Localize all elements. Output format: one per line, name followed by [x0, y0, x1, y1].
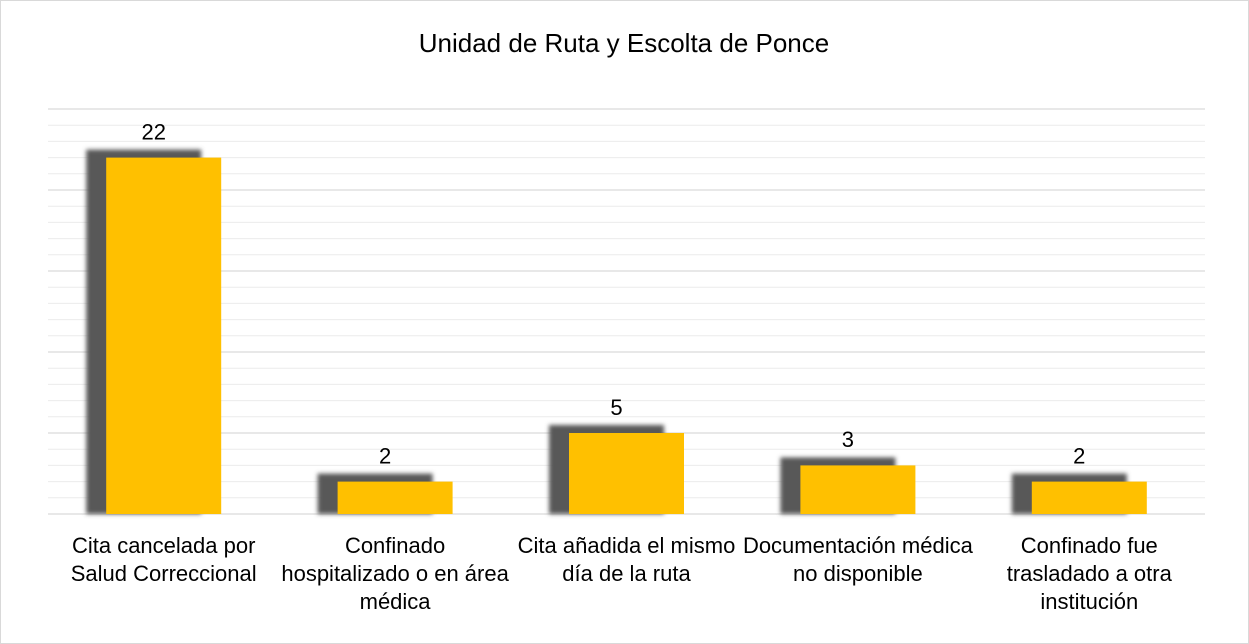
bar	[800, 465, 916, 514]
data-label: 3	[842, 427, 854, 452]
bar	[1031, 481, 1147, 514]
x-tick-label: Cita cancelada por Salud Correccional	[70, 533, 257, 586]
bar	[106, 157, 222, 514]
data-label: 5	[610, 395, 622, 420]
x-tick-label: Confinado fue trasladado a otra instituc…	[1006, 533, 1172, 614]
x-tick-label: Cita añadida el mismo día de la ruta	[517, 533, 736, 586]
x-tick-label: Confinado hospitalizado o en área médica	[281, 533, 509, 614]
data-label: 2	[1073, 443, 1085, 468]
x-tick-label: Documentación médica no disponible	[742, 533, 973, 586]
data-label: 22	[141, 119, 165, 144]
bar	[337, 481, 453, 514]
chart-title: Unidad de Ruta y Escolta de Ponce	[419, 28, 829, 58]
bar	[569, 433, 684, 514]
data-label: 2	[379, 443, 391, 468]
